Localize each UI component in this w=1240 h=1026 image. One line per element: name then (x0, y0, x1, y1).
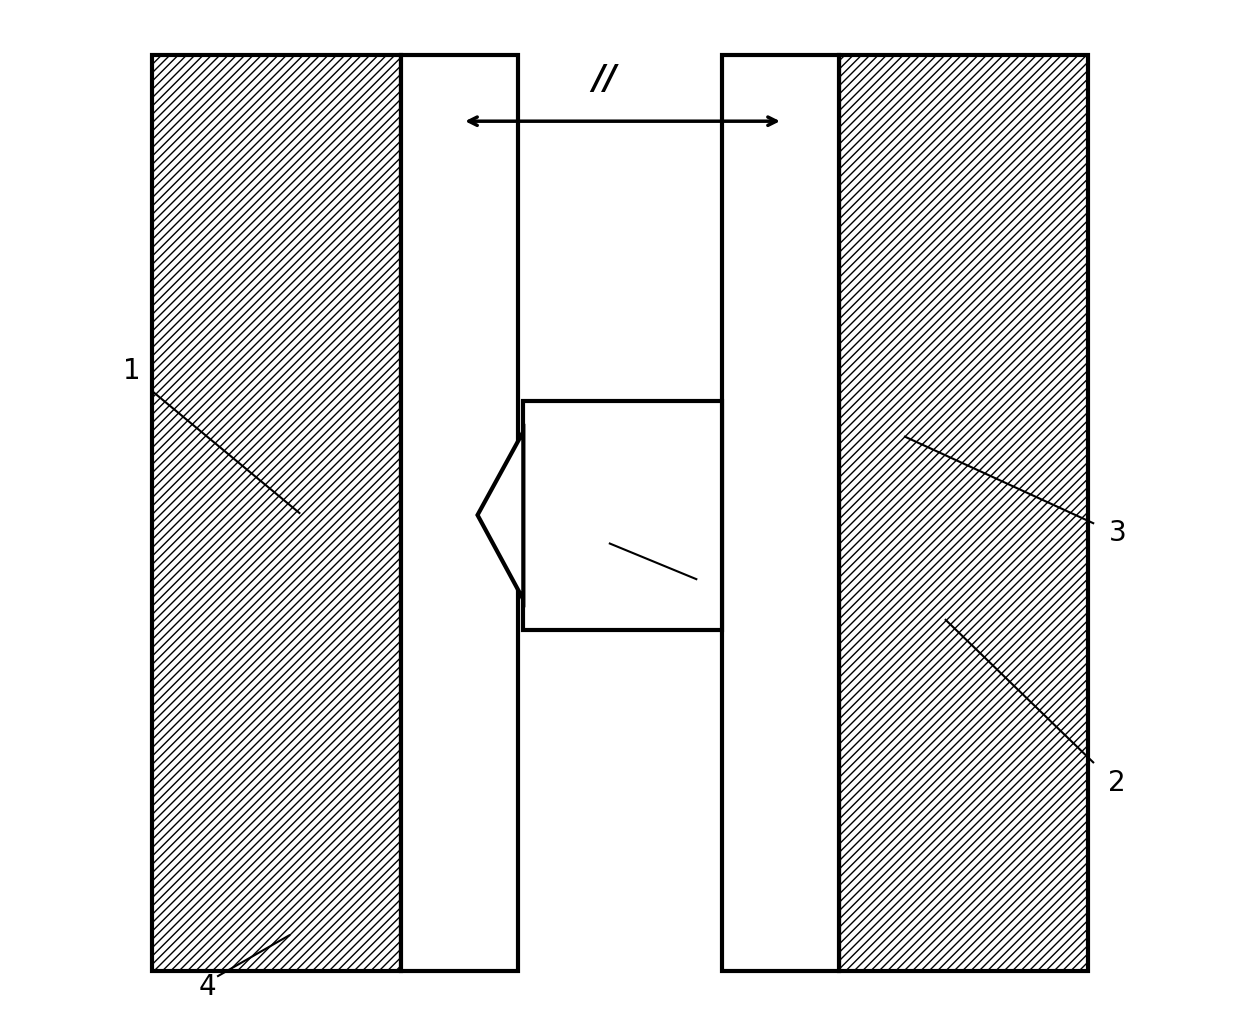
Text: 4: 4 (200, 974, 217, 1001)
Bar (402, 55, 518, 971)
Bar (151, 55, 402, 971)
Text: 3: 3 (1109, 519, 1126, 547)
Polygon shape (477, 432, 523, 599)
Bar (838, 55, 1089, 971)
Text: 2: 2 (1109, 768, 1126, 796)
Text: 1: 1 (123, 356, 140, 385)
Bar (722, 55, 838, 971)
Bar (523, 401, 722, 630)
Text: //: // (593, 63, 618, 95)
